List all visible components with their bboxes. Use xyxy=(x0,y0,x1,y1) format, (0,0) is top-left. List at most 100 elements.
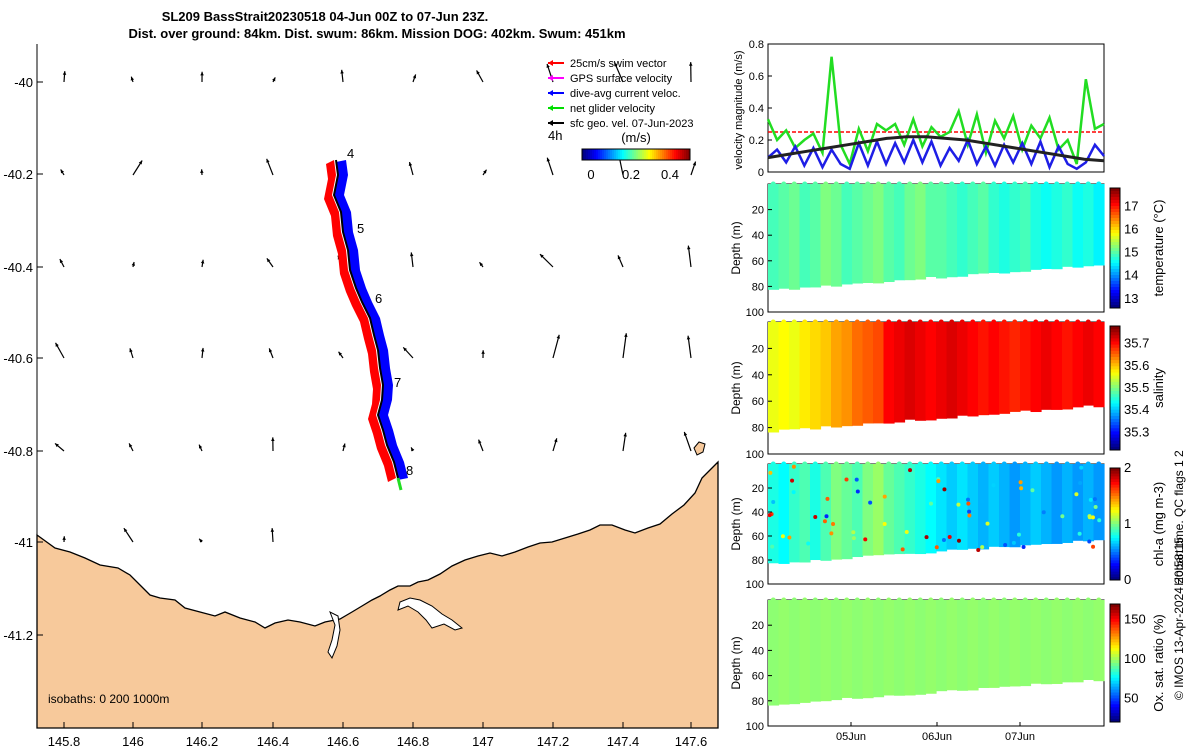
section-colorbar-swatch xyxy=(1110,248,1120,252)
section-colorbar-swatch xyxy=(1110,618,1120,623)
section-data-column xyxy=(778,322,790,430)
section-colorbar-swatch xyxy=(1110,338,1120,342)
chl-sample-point xyxy=(844,477,849,482)
map-x-tick-label: 147 xyxy=(472,734,494,749)
chl-sample-point xyxy=(1011,540,1016,545)
chl-sample-point xyxy=(770,544,775,549)
section-colorbar-tick-label: 2 xyxy=(1124,460,1131,475)
section-colorbar-swatch xyxy=(1110,278,1120,282)
chl-sample-point xyxy=(1090,515,1095,520)
section-surface-dot xyxy=(991,461,997,467)
chl-sample-point xyxy=(882,494,887,499)
section-colorbar-swatch xyxy=(1110,549,1120,553)
section-colorbar-swatch xyxy=(1110,272,1120,276)
current-vector-head xyxy=(623,432,627,437)
velocity-y-tick-label: 0.2 xyxy=(749,135,764,147)
section-surface-dot xyxy=(1033,181,1039,187)
section-colorbar-swatch xyxy=(1110,521,1120,525)
section-colorbar: 0 1 2 xyxy=(1109,460,1131,587)
section-colorbar-swatch xyxy=(1110,654,1120,658)
chl-sample-point xyxy=(791,464,796,469)
section-surface-dot xyxy=(907,181,913,187)
section-data-column xyxy=(768,600,780,706)
section-y-tick-label: 60 xyxy=(752,396,764,408)
section-surface-dot xyxy=(928,319,934,325)
section-surface-dot xyxy=(896,461,902,467)
section-colorbar-swatch xyxy=(1110,713,1120,717)
section-colorbar: 35.3 35.4 35.5 35.6 35.7 xyxy=(1109,325,1149,451)
section-colorbar-swatch xyxy=(1110,357,1120,361)
velocity-series-line xyxy=(767,136,1105,171)
section-data-column xyxy=(925,322,937,421)
colorbar-swatch xyxy=(640,149,643,160)
section-data-column xyxy=(820,464,832,561)
section-surface-dot xyxy=(770,181,776,187)
velocity-y-tick-label: 0.6 xyxy=(749,71,764,83)
chl-sample-point xyxy=(813,515,818,520)
section-colorbar-swatch xyxy=(1110,188,1120,192)
section-data-column xyxy=(831,184,843,287)
section-surface-dot xyxy=(1075,597,1081,603)
chl-sample-point xyxy=(1016,532,1021,537)
section-surface-dot xyxy=(865,319,871,325)
section-data-column xyxy=(831,600,843,701)
section-colorbar-swatch xyxy=(1110,266,1120,270)
section-surface-dot xyxy=(886,597,892,603)
section-colorbar-swatch xyxy=(1110,512,1120,517)
map-legend: 25cm/s swim vector GPS surface velocity di… xyxy=(548,58,694,130)
section-data-column xyxy=(841,322,853,427)
section-y-tick-label: 100 xyxy=(746,721,764,733)
section-surface-dot xyxy=(1033,597,1039,603)
colorbar-frame xyxy=(581,148,691,161)
section-colorbar-swatch xyxy=(1110,501,1120,505)
colorbar-swatch xyxy=(672,149,675,160)
section-surface-dot xyxy=(991,319,997,325)
chl-sample-point xyxy=(1087,514,1092,519)
section-surface-dot xyxy=(1022,181,1028,187)
map-x-tick-label: 145.8 xyxy=(48,734,81,749)
section-data-column xyxy=(768,322,780,433)
section-data-column xyxy=(768,464,780,564)
section-surface-dot xyxy=(1001,597,1007,603)
current-vector-head xyxy=(270,528,275,532)
section-data-column xyxy=(978,184,990,274)
section-colorbar-swatch xyxy=(1110,683,1120,688)
chl-sample-point xyxy=(1097,518,1102,523)
section-data-column xyxy=(936,184,948,279)
section-surface-dot xyxy=(865,597,871,603)
section-data-column xyxy=(1072,184,1084,268)
section-y-tick-label: 60 xyxy=(752,531,764,543)
section-data-column xyxy=(988,600,1000,688)
section-colorbar-swatch xyxy=(1110,476,1120,480)
section-colorbar-swatch xyxy=(1110,397,1120,401)
section-data-column xyxy=(789,600,801,705)
chl-sample-point xyxy=(851,530,856,535)
section-data-column xyxy=(862,464,874,556)
section-y-tick-label: 100 xyxy=(746,307,764,319)
credit-label: © IMOS 13-Apr-2024 20:58:15 xyxy=(1172,537,1186,700)
chl-sample-point xyxy=(1091,544,1096,549)
section-panel: 20 40 60 80 100 Depth (m) 13 14 15 16 17 temperatur… xyxy=(729,181,1166,319)
section-colorbar-swatch xyxy=(1110,329,1120,333)
section-colorbar-swatch xyxy=(1110,251,1120,255)
section-colorbar-swatch xyxy=(1110,704,1120,708)
section-colorbar-swatch xyxy=(1110,233,1120,237)
current-vector xyxy=(622,333,627,359)
section-colorbar-swatch xyxy=(1110,577,1120,581)
section-colorbar-swatch xyxy=(1110,335,1120,339)
chl-sample-point xyxy=(787,535,792,540)
section-data-column xyxy=(1083,322,1095,406)
section-surface-dot xyxy=(1075,181,1081,187)
section-data-column xyxy=(967,184,979,275)
section-surface-dot xyxy=(1085,597,1091,603)
section-y-tick-label: 20 xyxy=(752,620,764,632)
section-colorbar-swatch xyxy=(1110,440,1120,445)
velocity-y-tick-label: 0.4 xyxy=(749,103,764,115)
section-surface-dot xyxy=(1096,597,1102,603)
section-colorbar-swatch xyxy=(1110,707,1120,711)
section-colorbar-swatch xyxy=(1110,388,1120,392)
section-data-column xyxy=(873,184,885,284)
section-surface-dot xyxy=(928,181,934,187)
section-data-column xyxy=(999,464,1011,548)
section-colorbar-swatch xyxy=(1110,239,1120,243)
